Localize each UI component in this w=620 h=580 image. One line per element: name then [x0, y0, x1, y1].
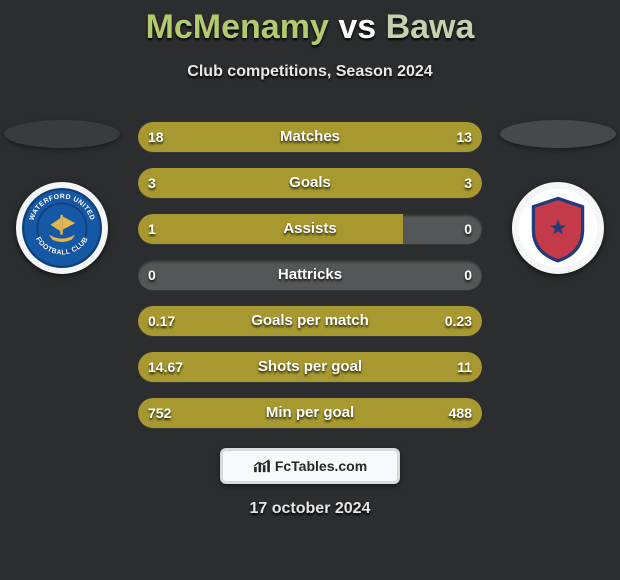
stat-row: 14.6711Shots per goal: [138, 352, 482, 382]
left-shadow-ellipse: [4, 120, 120, 148]
stat-label: Matches: [138, 122, 482, 152]
date-label: 17 october 2024: [0, 500, 620, 518]
vs-separator: vs: [338, 8, 376, 46]
crest-left-svg: WATERFORD UNITED FOOTBALL CLUB: [21, 187, 103, 269]
stat-row: 752488Min per goal: [138, 398, 482, 428]
stat-row: 1813Matches: [138, 122, 482, 152]
stat-row: 33Goals: [138, 168, 482, 198]
stat-label: Goals per match: [138, 306, 482, 336]
stat-label: Hattricks: [138, 260, 482, 290]
stat-row: 10Assists: [138, 214, 482, 244]
crest-left: WATERFORD UNITED FOOTBALL CLUB: [16, 182, 108, 274]
brand-badge[interactable]: FcTables.com: [220, 448, 400, 484]
crest-right-svg: [517, 187, 599, 269]
stats-bars: 1813Matches 33Goals 10Assists 00Hattricks 0.…: [138, 122, 482, 444]
stat-label: Min per goal: [138, 398, 482, 428]
chart-icon: [253, 459, 271, 473]
stat-label: Assists: [138, 214, 482, 244]
crest-right: [512, 182, 604, 274]
subtitle: Club competitions, Season 2024: [0, 63, 620, 81]
stat-row: 0.170.23Goals per match: [138, 306, 482, 336]
player1-name: McMenamy: [146, 8, 329, 46]
stat-label: Shots per goal: [138, 352, 482, 382]
stat-row: 00Hattricks: [138, 260, 482, 290]
right-shadow-ellipse: [500, 120, 616, 148]
stat-label: Goals: [138, 168, 482, 198]
brand-label: FcTables.com: [275, 458, 367, 474]
comparison-title: McMenamy vs Bawa: [0, 0, 620, 47]
player2-name: Bawa: [386, 8, 475, 46]
